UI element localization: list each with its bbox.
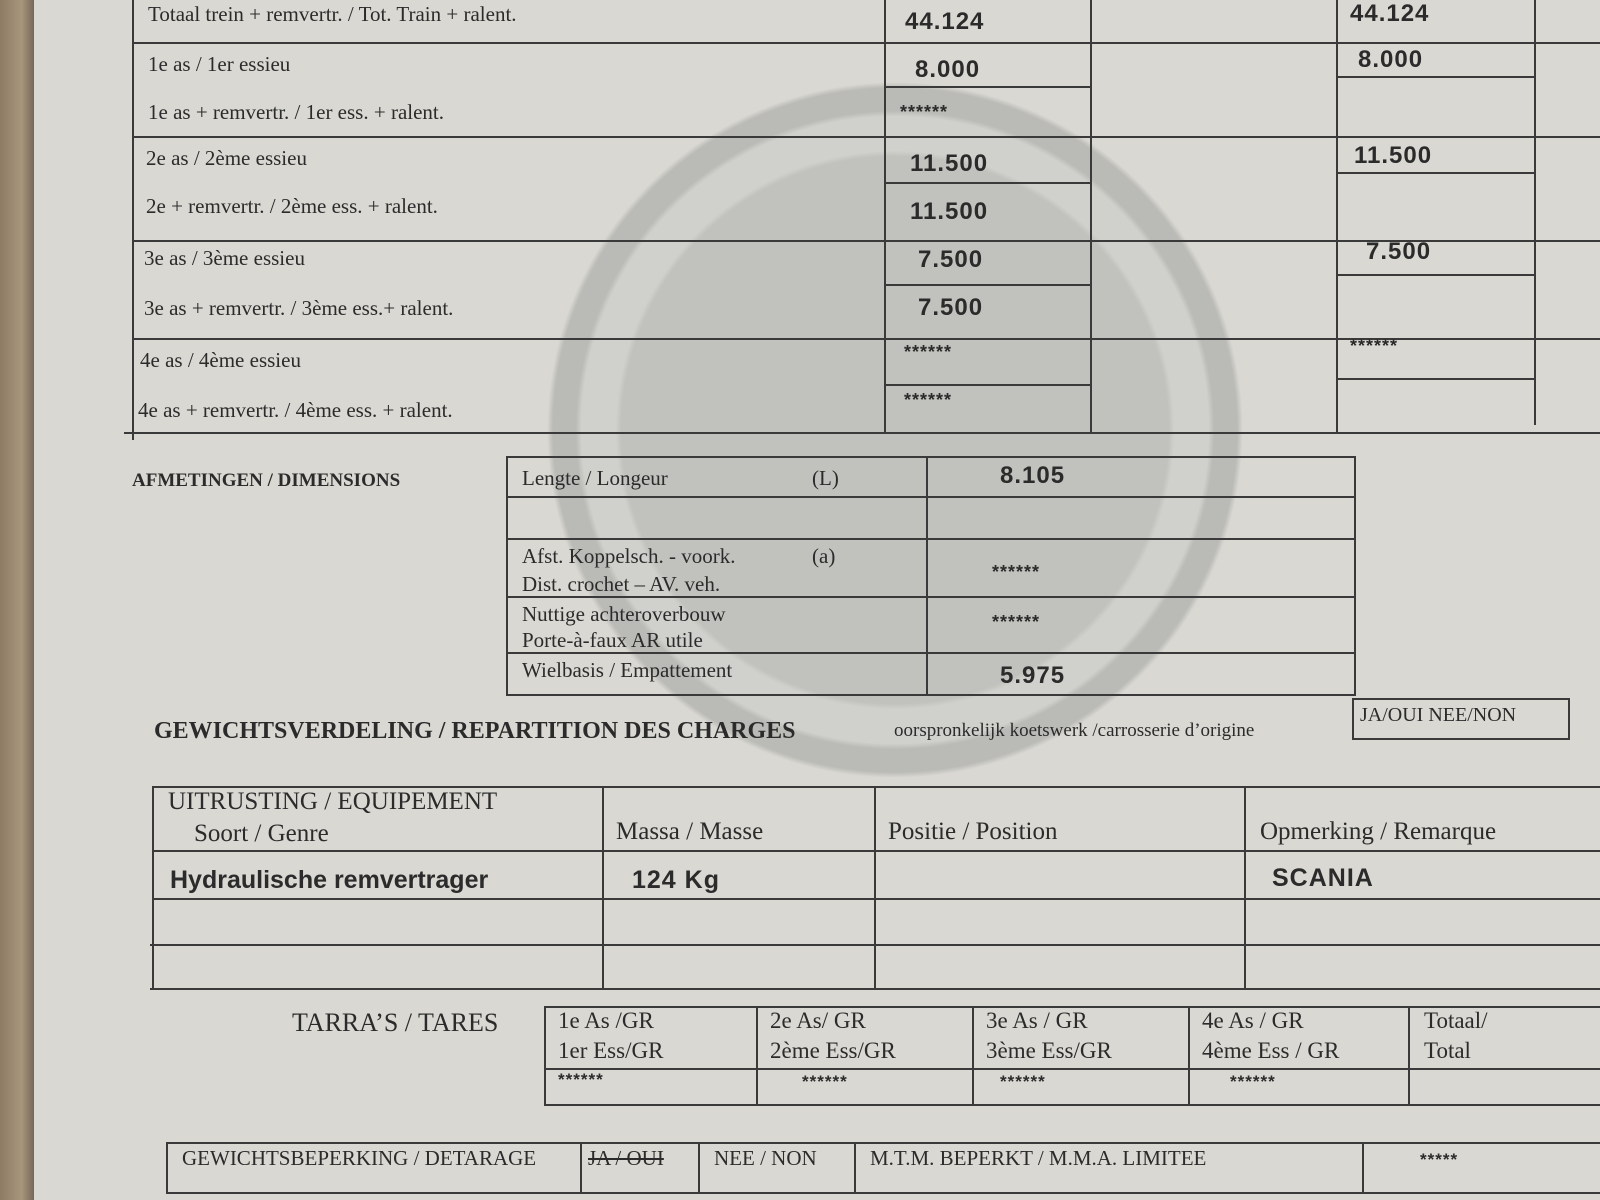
equipment-mass-cell: 124 Kg <box>632 866 720 894</box>
length-value: 8.105 <box>1000 462 1066 489</box>
value-total: 44.124 <box>905 8 985 35</box>
value-axle1-retarder: ****** <box>900 102 949 122</box>
mma-limited-label: M.T.M. BEPERKT / M.M.A. LIMITEE <box>870 1146 1207 1170</box>
value-axle4: ****** <box>904 342 953 362</box>
tare-axle4-value: ****** <box>1230 1072 1276 1091</box>
mass-header: Massa / Masse <box>616 818 764 845</box>
value-axle2-retarder: 11.500 <box>910 198 989 225</box>
row-label-axle1: 1e as / 1er essieu <box>148 52 291 76</box>
value-axle3-retarder: 7.500 <box>918 294 984 321</box>
length-label: Lengte / Longeur <box>522 466 668 490</box>
tare-axle3-header: 3e As / GR <box>986 1008 1088 1033</box>
wooden-table-background <box>0 0 36 1200</box>
rear-overhang-label: Nuttige achteroverbouw <box>522 602 726 626</box>
row-label-axle2: 2e as / 2ème essieu <box>146 146 307 170</box>
tare-axle1-value: ****** <box>558 1070 604 1089</box>
row-label-axle4: 4e as / 4ème essieu <box>140 348 301 372</box>
detarage-no-option: NEE / NON <box>714 1146 817 1170</box>
tare-axle3-header-fr: 3ème Ess/GR <box>986 1038 1112 1063</box>
tare-total-header: Totaal/ <box>1424 1008 1488 1033</box>
value-axle3: 7.500 <box>918 246 984 273</box>
value2-axle3: 7.500 <box>1366 238 1432 265</box>
value2-total: 44.124 <box>1350 0 1430 27</box>
value2-axle4: ****** <box>1350 336 1399 356</box>
dimensions-title: AFMETINGEN / DIMENSIONS <box>132 470 401 491</box>
row-label-axle4-retarder: 4e as + remvertr. / 4ème ess. + ralent. <box>138 398 453 422</box>
equipment-header: UITRUSTING / EQUIPEMENT <box>168 788 498 815</box>
value2-axle2: 11.500 <box>1354 142 1433 169</box>
original-bodywork-choice: JA/OUI NEE/NON <box>1360 704 1517 726</box>
mma-limited-value: ***** <box>1420 1150 1459 1169</box>
coupling-distance-label-fr: Dist. crochet – AV. veh. <box>522 572 721 596</box>
tare-axle2-header: 2e As/ GR <box>770 1008 866 1033</box>
row-label-total: Totaal trein + remvertr. / Tot. Train + … <box>148 2 517 26</box>
detarage-yes-option: JA / OUI <box>588 1146 664 1170</box>
row-label-axle1-retarder: 1e as + remvertr. / 1er ess. + ralent. <box>148 100 444 124</box>
value-axle4-retarder: ****** <box>904 390 953 410</box>
value2-axle1: 8.000 <box>1358 46 1424 73</box>
distribution-title: GEWICHTSVERDELING / REPARTITION DES CHAR… <box>154 718 796 744</box>
remark-header: Opmerking / Remarque <box>1260 818 1497 845</box>
tare-axle4-header: 4e As / GR <box>1202 1008 1304 1033</box>
equipment-remark-cell: SCANIA <box>1272 864 1374 892</box>
row-label-axle3: 3e as / 3ème essieu <box>144 246 305 270</box>
type-header: Soort / Genre <box>194 820 329 847</box>
wheelbase-label: Wielbasis / Empattement <box>522 658 733 682</box>
row-label-axle2-retarder: 2e + remvertr. / 2ème ess. + ralent. <box>146 194 438 218</box>
tare-axle2-header-fr: 2ème Ess/GR <box>770 1038 896 1063</box>
tare-axle1-header: 1e As /GR <box>558 1008 654 1033</box>
detarage-label: GEWICHTSBEPERKING / DETARAGE <box>182 1146 537 1170</box>
coupling-distance-label: Afst. Koppelsch. - voork. <box>522 544 736 568</box>
tare-axle3-value: ****** <box>1000 1072 1046 1091</box>
tare-axle2-value: ****** <box>802 1072 848 1091</box>
tares-title: TARRA’S / TARES <box>292 1008 499 1037</box>
tare-axle4-header-fr: 4ème Ess / GR <box>1202 1038 1340 1063</box>
scania-griffin-watermark <box>470 50 1320 810</box>
original-bodywork-note: oorspronkelijk koetswerk /carrosserie d’… <box>894 720 1255 741</box>
position-header: Positie / Position <box>888 818 1058 845</box>
tare-axle1-header-fr: 1er Ess/GR <box>558 1038 664 1063</box>
rear-overhang-value: ****** <box>992 612 1041 632</box>
value-axle1: 8.000 <box>915 56 981 83</box>
value-axle2: 11.500 <box>910 150 989 177</box>
equipment-type-cell: Hydraulische remvertrager <box>170 866 489 894</box>
length-code: (L) <box>812 466 839 490</box>
wheelbase-value: 5.975 <box>1000 662 1066 689</box>
rear-overhang-label-fr: Porte-à-faux AR utile <box>522 628 703 652</box>
coupling-distance-code: (a) <box>812 544 836 568</box>
tare-total-header-fr: Total <box>1424 1038 1471 1063</box>
row-label-axle3-retarder: 3e as + remvertr. / 3ème ess.+ ralent. <box>144 296 454 320</box>
coupling-distance-value: ****** <box>992 562 1041 582</box>
